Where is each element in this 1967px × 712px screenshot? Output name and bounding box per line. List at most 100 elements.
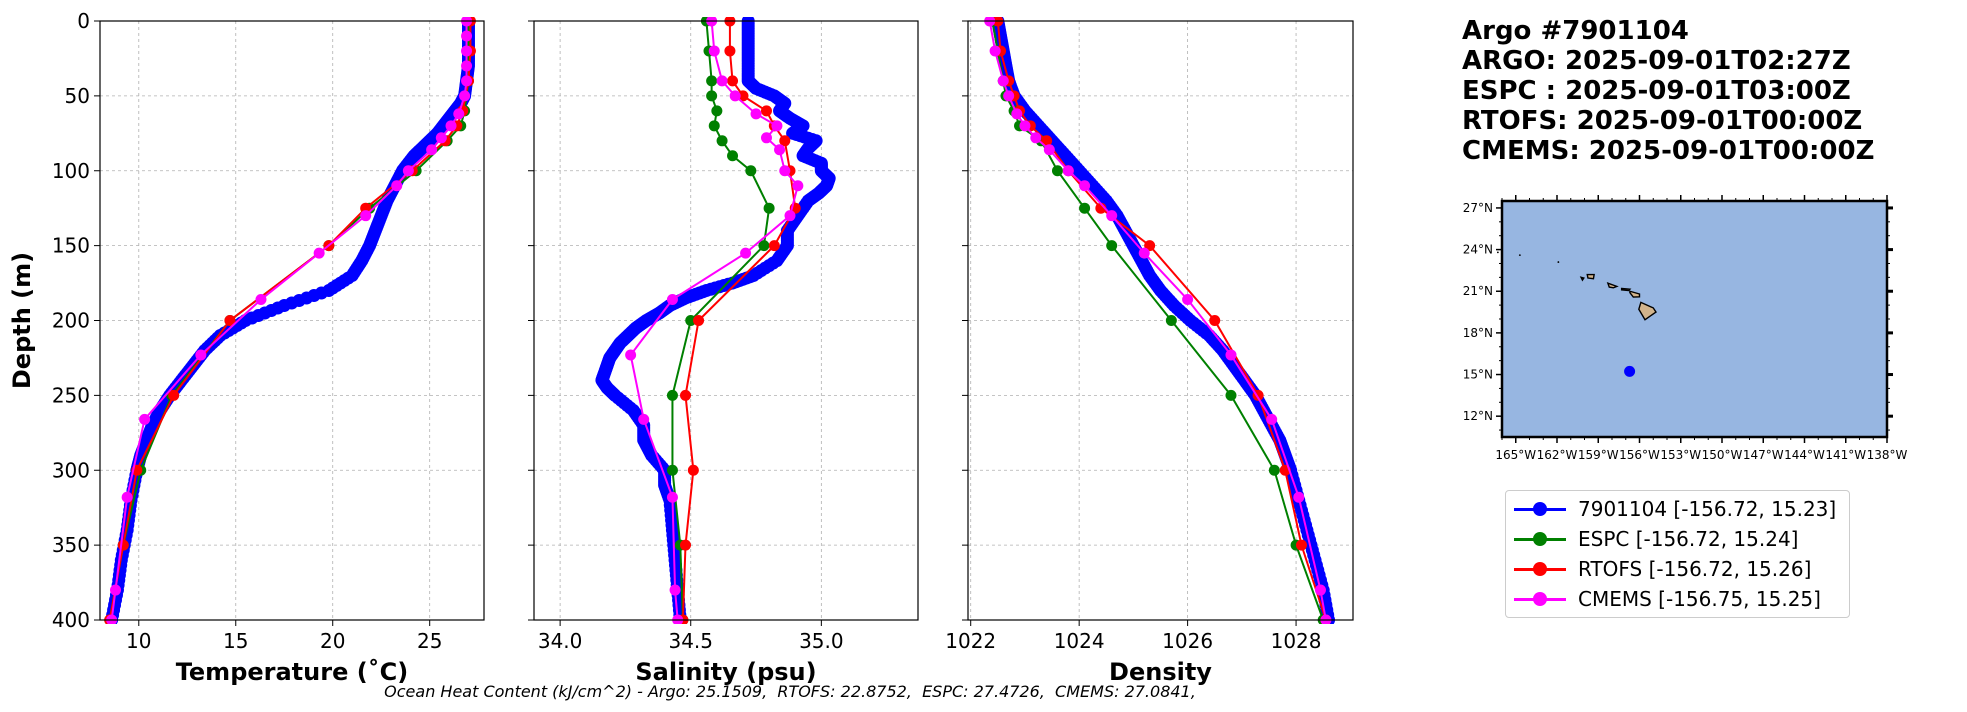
map-islet <box>1518 254 1521 257</box>
salinity-panel: 34.0 34.5 35.0 Salinity (psu) <box>528 17 919 686</box>
profile-info: Argo #7901104 ARGO: 2025-09-01T02:27Z ES… <box>1462 16 1874 166</box>
series-point-espc <box>685 315 697 326</box>
series-point-rtofs <box>680 539 692 551</box>
series-point-cmems <box>792 180 804 192</box>
x-tick-label: 1022 <box>945 629 996 653</box>
series-point-rtofs <box>724 17 736 27</box>
map-lon-label: 162°W <box>1537 448 1578 462</box>
series-point-cmems <box>1011 108 1023 120</box>
map-island <box>1629 290 1641 298</box>
series-line-rtofs <box>108 21 472 621</box>
series-point-cmems <box>1320 614 1332 624</box>
series-point-rtofs <box>680 389 692 401</box>
series-point-cmems <box>666 491 678 503</box>
map-lon-label: 156°W <box>1619 448 1660 462</box>
rtofs-time: RTOFS: 2025-09-01T00:00Z <box>1462 106 1863 136</box>
series-point-cmems <box>666 294 678 306</box>
x-tick-label: 15 <box>223 629 248 653</box>
argo-title: Argo #7901104 <box>1462 16 1689 46</box>
legend-swatch-argo <box>1514 499 1566 519</box>
series-point-espc <box>1165 315 1177 326</box>
series-point-cmems <box>1030 132 1042 144</box>
series-point-cmems <box>255 294 267 306</box>
series-point-cmems <box>1182 294 1194 306</box>
series-point-rtofs <box>727 75 739 87</box>
series-point-rtofs <box>1041 135 1053 147</box>
series-point-cmems <box>989 45 1001 57</box>
series-point-espc <box>708 120 720 132</box>
series-point-cmems <box>750 108 762 120</box>
map-lon-label: 138°W <box>1867 448 1908 462</box>
series-point-rtofs <box>1295 539 1307 551</box>
series-point-cmems <box>391 180 403 192</box>
series-point-cmems <box>1225 349 1237 361</box>
series-point-espc <box>666 389 678 401</box>
series-point-espc <box>1268 464 1280 476</box>
map-lon-label: 141°W <box>1825 448 1866 462</box>
series-point-cmems <box>774 144 786 156</box>
y-tick-label: 50 <box>65 84 90 108</box>
series-point-espc <box>745 165 757 177</box>
series-point-cmems <box>453 108 465 120</box>
y-tick-label: 400 <box>52 608 90 632</box>
y-tick-label: 250 <box>52 383 90 407</box>
series-point-rtofs <box>992 17 1004 27</box>
series-point-espc <box>1079 202 1091 214</box>
cmems-time: CMEMS: 2025-09-01T00:00Z <box>1462 136 1875 166</box>
series-point-rtofs <box>737 90 749 102</box>
legend-swatch-espc <box>1514 529 1566 549</box>
series-point-espc <box>706 75 718 87</box>
y-tick-label: 350 <box>52 533 90 557</box>
series-point-cmems <box>1019 120 1031 132</box>
legend-label-espc: ESPC [-156.72, 15.24] <box>1578 527 1799 551</box>
series-point-cmems <box>716 75 728 87</box>
x-tick-label: 1028 <box>1271 629 1322 653</box>
series-group <box>595 17 836 624</box>
legend-item-argo: 7901104 [-156.72, 15.23] <box>1514 494 1836 524</box>
series-point-cmems <box>139 413 151 425</box>
series-point-rtofs <box>779 135 791 147</box>
y-tick-label: 150 <box>52 234 90 258</box>
series-point-rtofs <box>693 315 705 326</box>
series-point-cmems <box>1314 584 1326 596</box>
series-point-cmems <box>740 247 752 259</box>
map-islet <box>1557 261 1560 263</box>
series-point-cmems <box>459 90 471 102</box>
legend-label-rtofs: RTOFS [-156.72, 15.26] <box>1578 557 1812 581</box>
series-point-cmems <box>625 349 637 361</box>
series-point-cmems <box>195 349 207 361</box>
series-point-cmems <box>771 120 783 132</box>
y-tick-label: 200 <box>52 309 90 333</box>
series-point-cmems <box>461 30 473 42</box>
series-point-rtofs <box>724 45 736 57</box>
series-point-espc <box>711 105 723 117</box>
map-lat-label: 18°N <box>1463 326 1493 340</box>
x-tick-label: 1024 <box>1054 629 1105 653</box>
map-lon-label: 165°W <box>1495 448 1536 462</box>
legend-item-rtofs: RTOFS [-156.72, 15.26] <box>1514 554 1811 584</box>
map-lon-label: 159°W <box>1578 448 1619 462</box>
series-group <box>104 17 476 624</box>
map-lat-label: 24°N <box>1463 243 1493 257</box>
map-lon-label: 144°W <box>1784 448 1825 462</box>
series-point-rtofs <box>768 240 780 252</box>
y-tick-label: 300 <box>52 458 90 482</box>
series-point-cmems <box>638 413 650 425</box>
series-point-cmems <box>706 17 718 27</box>
map-island <box>1620 287 1632 292</box>
series-point-espc <box>727 150 739 162</box>
x-tick-label: 1026 <box>1162 629 1213 653</box>
series-point-cmems <box>461 75 473 87</box>
series-point-cmems <box>445 120 457 132</box>
map-lat-label: 21°N <box>1463 284 1493 298</box>
series-point-cmems <box>1079 180 1091 192</box>
legend: 7901104 [-156.72, 15.23] ESPC [-156.72, … <box>1505 490 1850 618</box>
y-tick-label: 100 <box>52 159 90 183</box>
series-point-cmems <box>672 614 684 624</box>
series-point-cmems <box>121 491 133 503</box>
series-point-espc <box>716 135 728 147</box>
series-point-rtofs <box>224 315 236 326</box>
series-point-cmems <box>106 614 118 624</box>
map-float-marker <box>1624 365 1636 377</box>
